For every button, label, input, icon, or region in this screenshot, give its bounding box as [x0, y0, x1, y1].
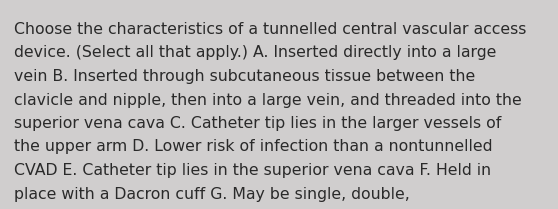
Text: clavicle and nipple, then into a large vein, and threaded into the: clavicle and nipple, then into a large v…: [14, 93, 522, 107]
Text: device. (Select all that apply.) A. Inserted directly into a large: device. (Select all that apply.) A. Inse…: [14, 46, 497, 60]
Text: the upper arm D. Lower risk of infection than a nontunnelled: the upper arm D. Lower risk of infection…: [14, 139, 493, 154]
Text: superior vena cava C. Catheter tip lies in the larger vessels of: superior vena cava C. Catheter tip lies …: [14, 116, 502, 131]
Text: place with a Dacron cuff G. May be single, double,: place with a Dacron cuff G. May be singl…: [14, 186, 410, 201]
Text: CVAD E. Catheter tip lies in the superior vena cava F. Held in: CVAD E. Catheter tip lies in the superio…: [14, 163, 491, 178]
Text: vein B. Inserted through subcutaneous tissue between the: vein B. Inserted through subcutaneous ti…: [14, 69, 475, 84]
Text: Choose the characteristics of a tunnelled central vascular access: Choose the characteristics of a tunnelle…: [14, 22, 526, 37]
